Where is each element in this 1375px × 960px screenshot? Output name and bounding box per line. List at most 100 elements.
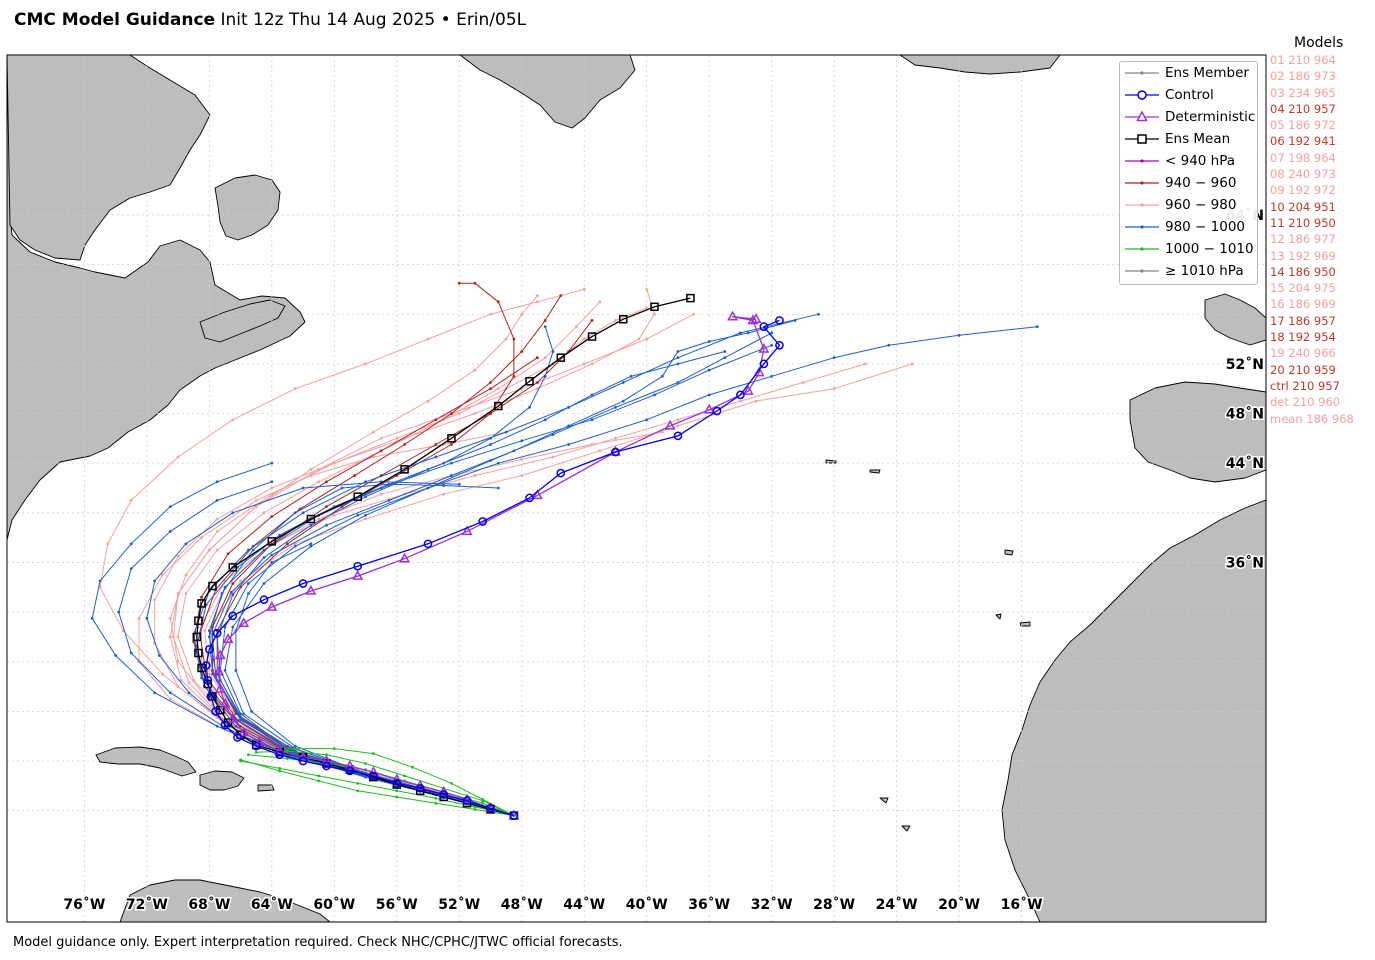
control-point [486, 803, 495, 813]
track-point [614, 319, 617, 322]
legend-item-mean: Ens Mean [1120, 128, 1257, 150]
track-point [317, 774, 321, 778]
track-point [535, 300, 539, 304]
track-point [332, 461, 336, 465]
mean-point [197, 663, 206, 673]
deterministic-point [461, 525, 473, 536]
track-point [234, 724, 238, 728]
track-point [403, 774, 406, 778]
track-point [129, 542, 133, 546]
track-point [496, 486, 500, 490]
track-point [168, 691, 172, 695]
lon-tick-label: 36˚W [688, 896, 730, 913]
track-point [234, 669, 238, 672]
model-row: 04 210 957 [1270, 101, 1336, 116]
azores-1 [825, 459, 837, 464]
track-point [590, 393, 594, 397]
track-point [801, 381, 805, 384]
track-point [364, 480, 367, 484]
track-point [645, 418, 649, 422]
track-point [457, 281, 461, 285]
deterministic-point [758, 342, 770, 353]
cuba [95, 746, 197, 777]
track-point [325, 505, 328, 508]
puerto-rico [257, 784, 275, 792]
control-point [259, 595, 269, 605]
lon-tick-label: 52˚W [438, 896, 480, 913]
greenland [459, 55, 636, 129]
legend-label: 980 − 1000 [1165, 219, 1246, 235]
track-point [442, 492, 446, 496]
track-point [473, 474, 477, 477]
track-point [473, 368, 477, 372]
control-point [345, 766, 355, 776]
track-point [293, 511, 297, 515]
track-point [364, 362, 367, 366]
track-point [168, 616, 172, 620]
track-point [254, 505, 258, 508]
track-point [520, 350, 524, 353]
legend-label: 940 − 960 [1165, 175, 1237, 191]
model-row: 01 210 964 [1270, 53, 1336, 67]
model-row: 06 192 941 [1270, 134, 1336, 149]
lon-tick-label: 24˚W [876, 896, 918, 913]
track-point [1035, 325, 1039, 329]
track-point [489, 436, 492, 440]
model-row: 11 210 950 [1270, 215, 1336, 230]
track-point [653, 393, 656, 397]
track-point [371, 752, 375, 755]
model-row: 09 192 972 [1270, 183, 1336, 198]
track-point [660, 430, 664, 434]
newfoundland [214, 174, 281, 241]
track-point [270, 553, 274, 557]
lon-tick-label: 20˚W [938, 896, 980, 913]
track-point [645, 337, 649, 341]
canary-1 [995, 613, 1002, 620]
track-point [203, 629, 207, 633]
track-point [176, 455, 180, 459]
track-point [207, 635, 211, 639]
track-point [746, 331, 750, 335]
control-point [322, 761, 331, 771]
deterministic-point [352, 570, 364, 580]
track-point [481, 798, 485, 801]
track-point [364, 762, 367, 765]
track-point [161, 672, 164, 676]
track-point [793, 319, 797, 322]
track-point [543, 356, 547, 360]
control-point [525, 493, 534, 503]
deterministic-point [531, 489, 543, 500]
track-point [629, 374, 633, 378]
control-point [353, 561, 363, 571]
track-point [270, 561, 274, 564]
track-point [231, 418, 235, 422]
legend-symbol [1125, 71, 1159, 75]
iceland [899, 55, 1061, 75]
mean-point [494, 401, 503, 411]
lon-tick-label: 32˚W [751, 896, 793, 913]
track-point [254, 750, 258, 754]
legend-symbol [1125, 269, 1159, 273]
track-point [481, 801, 485, 805]
track-point [621, 381, 625, 384]
track-point [473, 412, 477, 415]
track-point [176, 554, 180, 558]
track-point [645, 306, 649, 310]
legend-symbol [1125, 90, 1159, 100]
track-point [411, 765, 414, 769]
track-point [239, 717, 242, 721]
models-panel-title: Models [1294, 35, 1344, 51]
axis-labels: 76˚W 72˚W 68˚W 64˚W 60˚W 56˚W 52˚W 48˚W 44˚W 40˚W… [62, 205, 1266, 914]
mean-point [400, 465, 409, 474]
track-point [817, 312, 820, 316]
track-point [590, 443, 594, 446]
track-point [207, 629, 211, 633]
track-point [770, 343, 774, 347]
track-point [250, 709, 253, 713]
model-row: 14 186 950 [1270, 264, 1336, 279]
track-point [309, 467, 313, 471]
track-point [340, 486, 344, 490]
mean-point [353, 492, 362, 501]
track-point [723, 350, 727, 353]
